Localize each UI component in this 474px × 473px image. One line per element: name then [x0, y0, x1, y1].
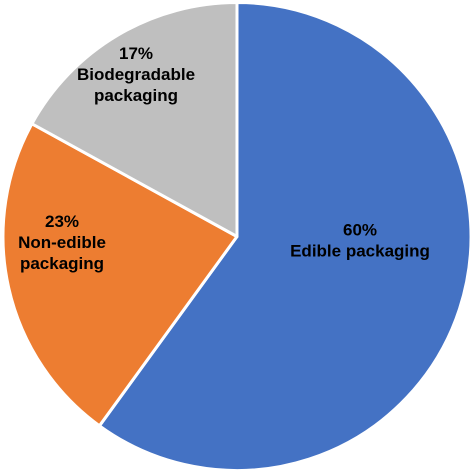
pie-slice-biodegradable-packaging [30, 1, 239, 238]
pie-slice-edible-packaging [97, 1, 473, 472]
slice-percent-label: 17% [119, 44, 153, 63]
slice-name-label: Edible packaging [290, 242, 430, 261]
slice-name-label: Biodegradable [77, 65, 195, 84]
slice-percent-label: 60% [343, 221, 377, 240]
slice-label-biodegradable-packaging: 17% Biodegradable packaging [77, 44, 195, 105]
pie-slice-non-edible-packaging [1, 122, 239, 428]
slice-name-label: packaging [94, 86, 178, 105]
slice-percent-label: 23% [45, 212, 79, 231]
slice-label-edible-packaging: 60% Edible packaging [290, 221, 430, 261]
slice-name-label: packaging [20, 254, 104, 273]
slice-label-non-edible-packaging: 23% Non-edible packaging [18, 212, 106, 273]
slice-name-label: Non-edible [18, 233, 106, 252]
